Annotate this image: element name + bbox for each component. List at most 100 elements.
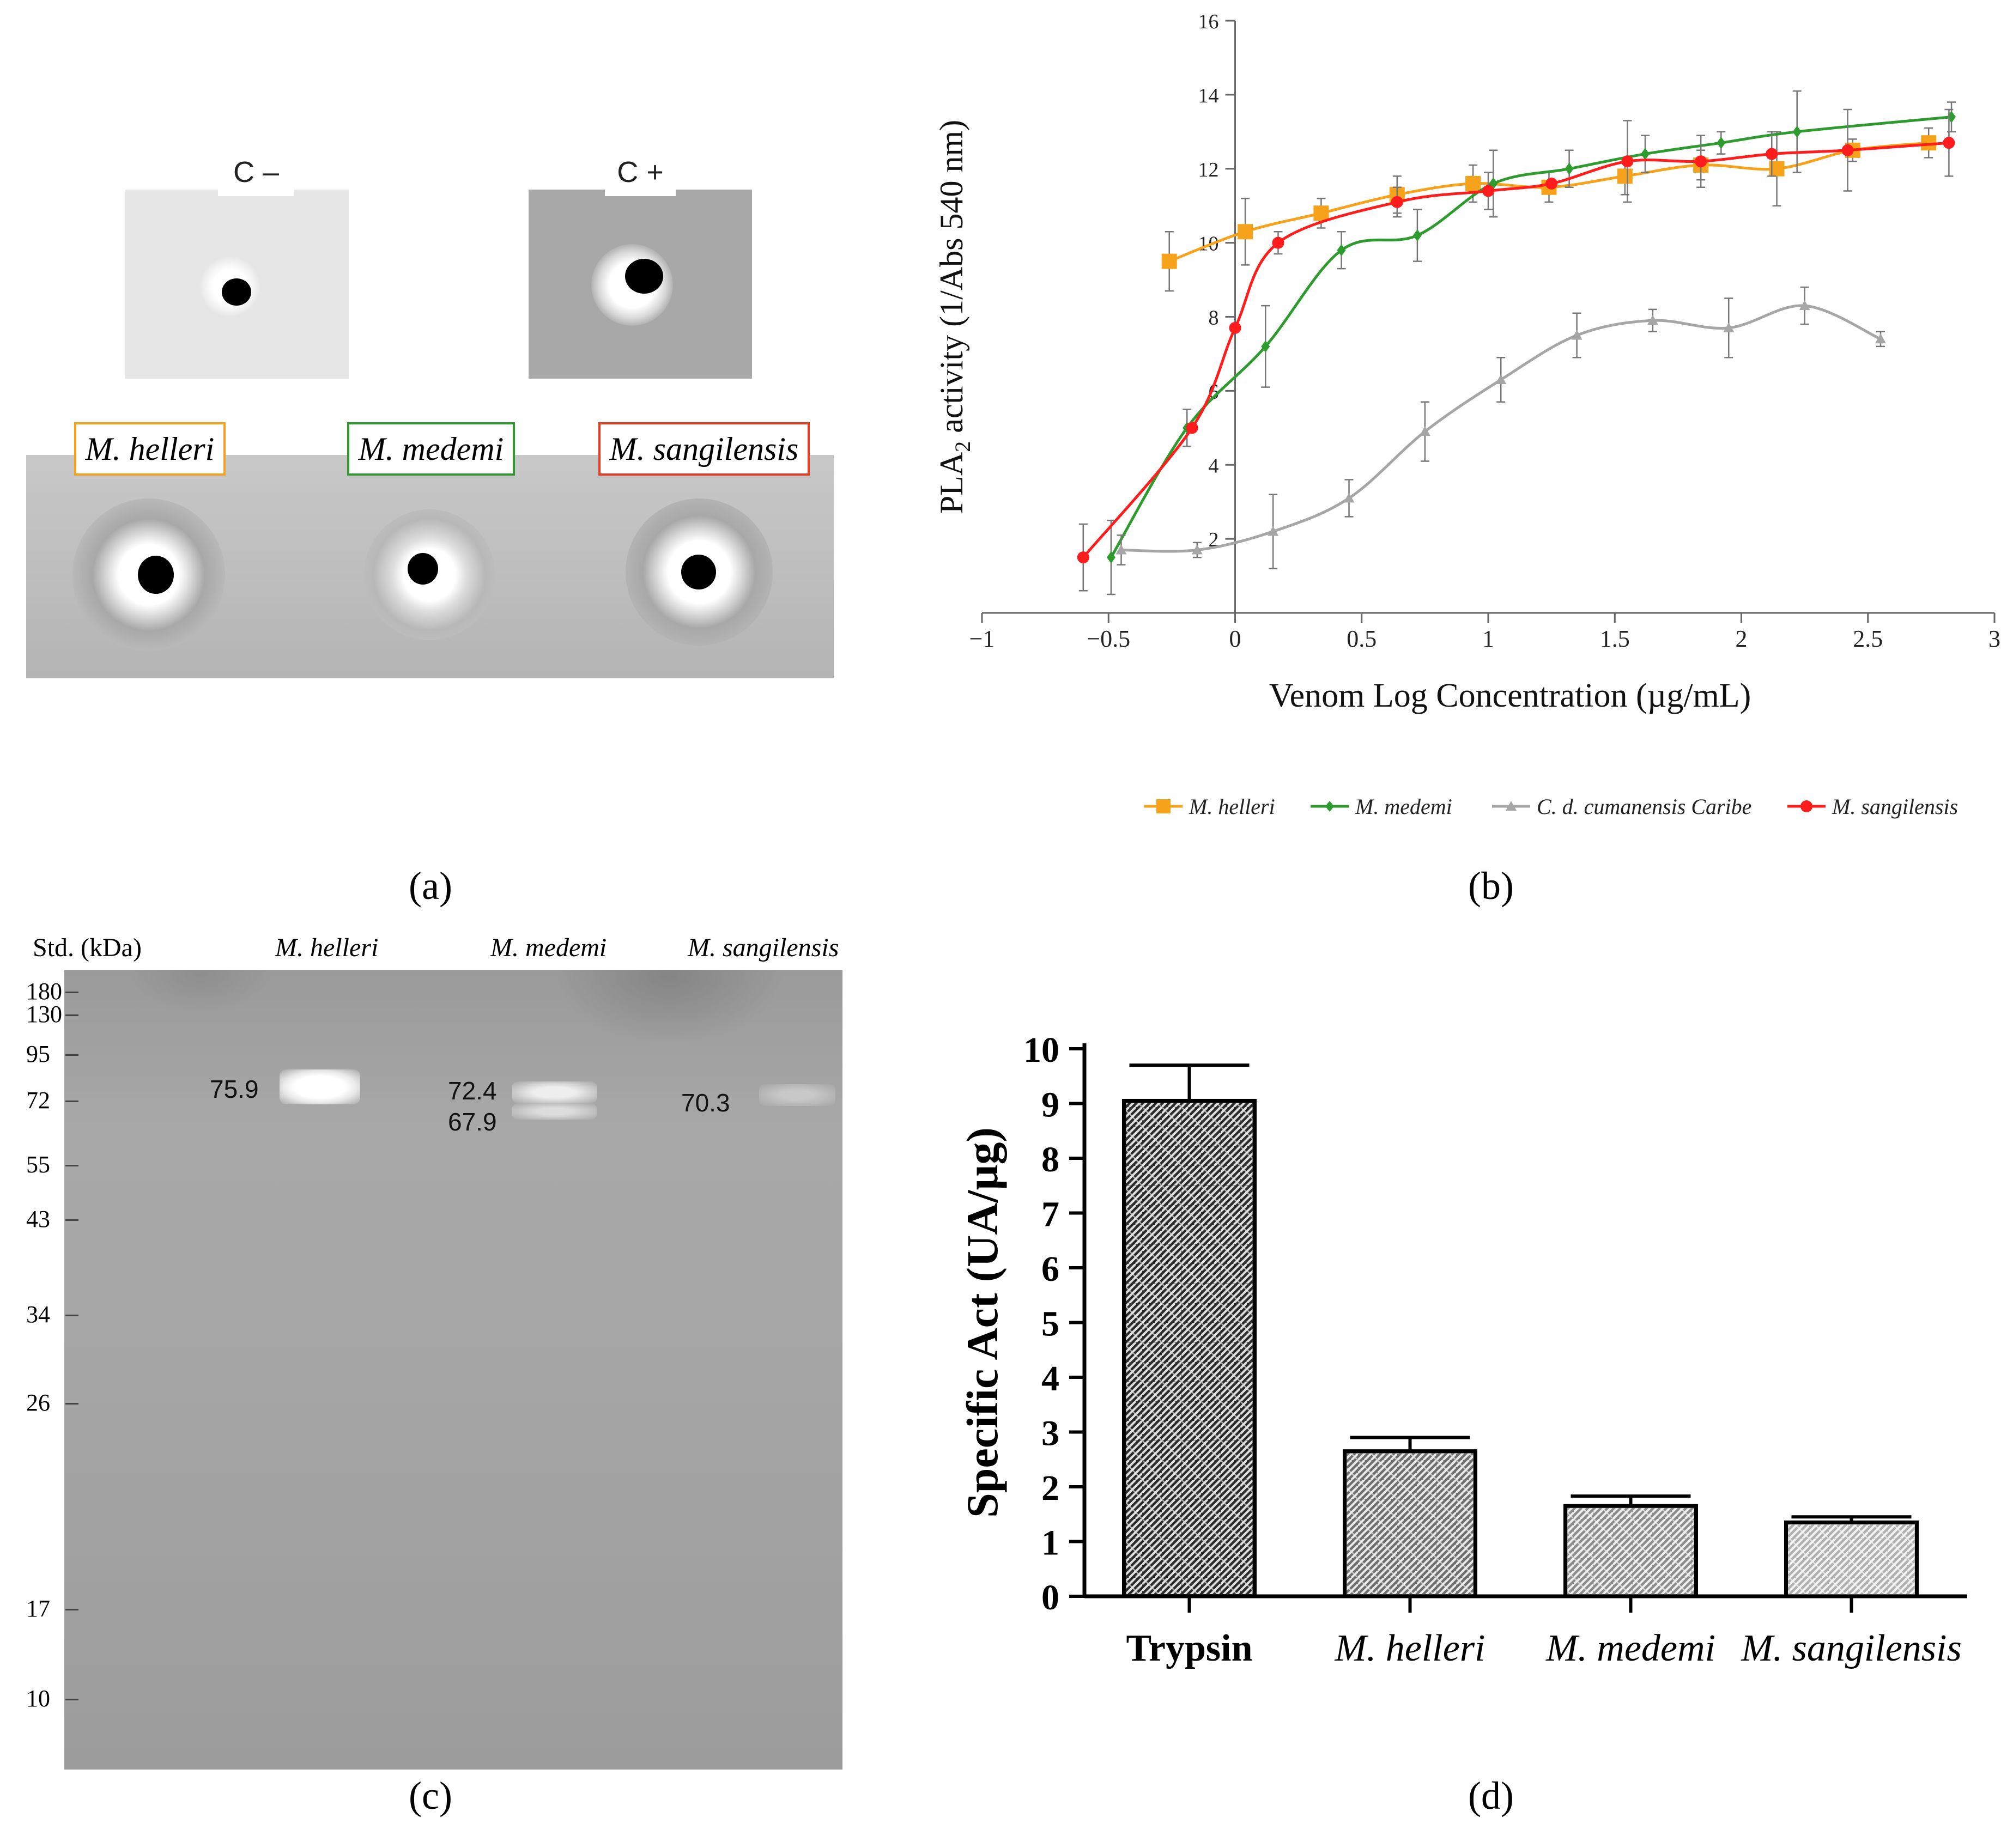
ladder-tick: [65, 992, 78, 993]
control-positive-plate: [529, 190, 752, 379]
data-point: [1115, 544, 1127, 555]
x-tick-label: 0.5: [1347, 625, 1377, 652]
data-point: [1229, 321, 1241, 334]
species-box-helleri: M. helleri: [74, 422, 226, 476]
well: [222, 278, 251, 306]
y-axis-title: PLA2 activity (1/Abs 540 nm): [933, 120, 975, 514]
gel-band-medemi-top: [512, 1081, 597, 1103]
x-tick-label: −1: [969, 625, 995, 652]
series-m--medemi: [1106, 90, 1956, 595]
y-tick-label: 9: [1041, 1085, 1059, 1125]
data-point: [1640, 148, 1650, 160]
legend-marker: [1325, 801, 1334, 812]
y-tick-label: 5: [1041, 1304, 1059, 1344]
control-positive-label: C +: [617, 156, 664, 189]
control-negative-label: C –: [233, 156, 280, 189]
y-tick-label: 2: [1041, 1468, 1059, 1508]
series-line: [1082, 141, 1949, 558]
ladder-tick: [65, 1609, 78, 1610]
y-tick-label: 8: [1041, 1140, 1059, 1180]
data-point: [1106, 551, 1115, 564]
data-point: [1799, 300, 1810, 311]
data-point: [1412, 229, 1422, 242]
control-negative-plate: [125, 190, 349, 379]
x-axis-title: Venom Log Concentration (µg/mL): [1269, 677, 1751, 714]
series-m--sangilensis: [1077, 108, 1955, 592]
data-point: [1391, 196, 1403, 208]
data-point: [1841, 144, 1854, 156]
panel-b-label: (b): [1468, 864, 1514, 908]
legend-item: M. helleri: [1144, 794, 1275, 819]
bar-group: Trypsin: [1122, 1063, 1257, 1669]
x-tick-label: 2.5: [1853, 625, 1883, 652]
gel-band-label-helleri: 75.9: [210, 1075, 259, 1103]
data-point: [1186, 422, 1198, 434]
data-point: [1272, 236, 1284, 249]
legend-label: M. medemi: [1355, 794, 1452, 819]
ladder-label: 95: [26, 1041, 50, 1067]
gel-band-label-medemi-top: 72.4: [448, 1077, 497, 1105]
data-point: [1565, 162, 1574, 175]
ladder-label: 26: [26, 1389, 50, 1416]
gel-smudge: [555, 970, 784, 1046]
data-point: [1943, 137, 1955, 149]
data-point: [1875, 333, 1886, 344]
series-line: [1109, 115, 1952, 558]
data-point: [1482, 185, 1494, 197]
series-c--d--cumanensis-caribe: [1115, 286, 1886, 569]
bar-hatch: [1788, 1524, 1915, 1594]
y-tick-label: 3: [1041, 1414, 1059, 1454]
species-plate: [26, 455, 834, 678]
y-tick-label: 6: [1209, 380, 1219, 403]
well: [625, 259, 663, 294]
y-tick-label: 1: [1041, 1523, 1059, 1563]
category-label: M. helleri: [1334, 1627, 1485, 1669]
gel-band-sangilensis: [759, 1084, 835, 1106]
gel-lane-header-medemi: M. medemi: [490, 933, 607, 962]
gel-band-label-medemi-bottom: 67.9: [448, 1108, 497, 1136]
bar-group: M. sangilensis: [1741, 1515, 1962, 1669]
legend-label: M. helleri: [1189, 794, 1275, 819]
data-point: [1337, 244, 1346, 257]
gel-image: [64, 970, 842, 1770]
legend-marker: [1156, 799, 1171, 813]
ladder-label: 55: [26, 1151, 50, 1178]
data-point: [1717, 137, 1726, 149]
species-box-sangilensis: M. sangilensis: [598, 422, 810, 476]
x-tick-label: 3: [1988, 625, 2000, 652]
x-tick-label: 1.5: [1600, 625, 1630, 652]
gel-lane-header-sangilensis: M. sangilensis: [688, 933, 839, 962]
data-point: [1419, 426, 1430, 436]
y-tick-label: 12: [1198, 159, 1219, 181]
ladder-label: 34: [26, 1301, 50, 1328]
y-tick-label: 4: [1041, 1359, 1059, 1399]
specific-activity-bar-chart: 0 1 2 3 4 5 6 7 8 9 10 Specific Act (UA/µg) Trypsin M…: [957, 1030, 1967, 1669]
y-tick-label: 10: [1023, 1030, 1059, 1070]
ladder-tick: [65, 1014, 78, 1016]
gel-band-medemi-bottom: [512, 1103, 597, 1120]
legend-label: C. d. cumanensis Caribe: [1537, 794, 1751, 819]
data-point: [1238, 224, 1253, 240]
data-point: [1261, 340, 1270, 352]
category-label: M. medemi: [1545, 1627, 1715, 1669]
y-tick-label: 16: [1198, 10, 1219, 33]
category-label: M. sangilensis: [1741, 1627, 1961, 1669]
data-point: [1792, 125, 1802, 138]
data-point: [1647, 315, 1658, 325]
panel-c-label: (c): [409, 1774, 452, 1817]
ladder-tick: [65, 1699, 78, 1700]
ladder-label: 180: [26, 978, 62, 1005]
x-tick-label: 2: [1736, 625, 1748, 652]
y-axis-title: Specific Act (UA/µg): [957, 1127, 1007, 1518]
control-negative-label-bg: [218, 158, 294, 196]
data-point: [1723, 322, 1735, 332]
data-point: [1465, 175, 1481, 191]
ladder-tick: [65, 1165, 78, 1166]
data-point: [1161, 253, 1177, 269]
ladder-label: 17: [26, 1595, 50, 1622]
ladder-tick: [65, 1219, 78, 1221]
data-point: [1545, 177, 1558, 190]
well: [138, 556, 174, 594]
ladder-label: 72: [26, 1087, 50, 1114]
